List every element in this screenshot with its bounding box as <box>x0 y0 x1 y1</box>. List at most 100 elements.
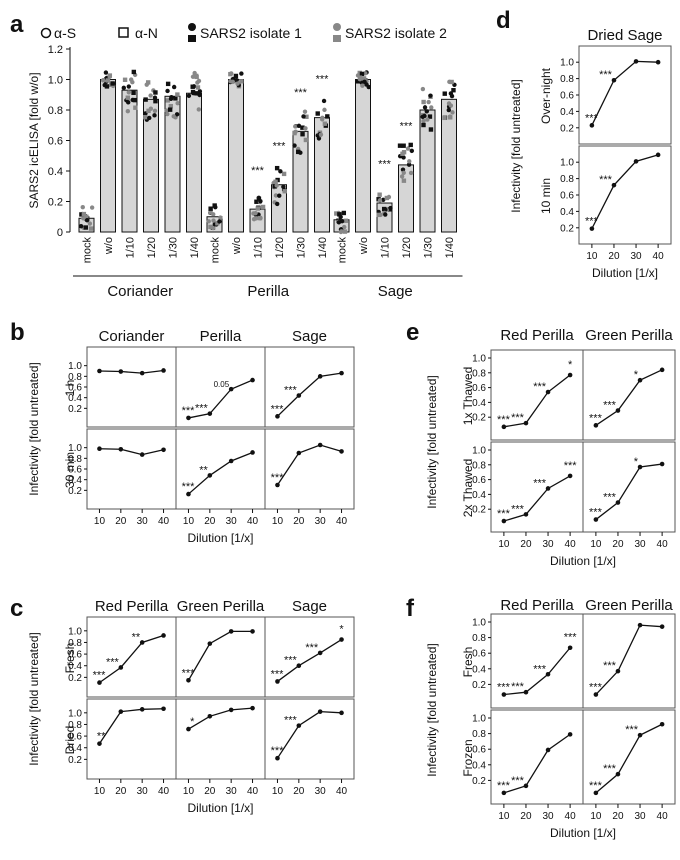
data-point-c <box>139 707 145 712</box>
replicate-point <box>175 101 180 106</box>
replicate-point <box>377 198 383 203</box>
replicate-point <box>191 90 196 96</box>
panel-label-f: f <box>406 595 415 622</box>
data-point-d <box>633 59 639 64</box>
replicate-point <box>334 211 339 216</box>
replicate-point <box>125 95 130 100</box>
data-point-d <box>655 152 661 158</box>
replicate-point <box>449 79 454 85</box>
x-tick-label-a: 1/30 <box>296 237 308 258</box>
significance-label-e: *** <box>603 492 617 504</box>
replicate-point <box>233 73 239 79</box>
x-tick-label-b: 40 <box>336 516 348 527</box>
replicate-point <box>428 127 434 132</box>
replicate-point <box>228 71 233 77</box>
data-point-c <box>161 706 166 712</box>
y-tick-label-c: 0.4 <box>68 661 82 672</box>
replicate-point <box>258 198 263 204</box>
replicate-point <box>448 103 454 108</box>
data-point-b <box>339 449 344 454</box>
y-tick-label-f: 0.4 <box>472 760 486 771</box>
legend-label-isolate1: SARS2 isolate 1 <box>200 25 302 41</box>
x-tick-label-c: 40 <box>158 786 170 797</box>
data-point-b <box>228 386 234 392</box>
replicate-point <box>80 204 85 210</box>
significance-label-c: *** <box>271 745 285 757</box>
subplot-frame-f <box>582 613 676 709</box>
x-tick-label-a: w/o <box>103 237 115 255</box>
replicate-point <box>239 71 244 76</box>
bar-coriander-1 <box>100 79 116 233</box>
significance-label-f: *** <box>497 682 511 694</box>
y-tick-label-d: 0.8 <box>560 174 574 185</box>
series-line-f <box>595 624 663 695</box>
y-tick-label-e: 0.6 <box>472 383 486 394</box>
series-line-e <box>503 475 571 522</box>
replicate-point <box>197 89 203 94</box>
replicate-point <box>357 70 362 76</box>
x-tick-label-e: 40 <box>565 539 577 550</box>
data-point-f <box>501 790 507 796</box>
significance-label-f: *** <box>511 681 525 693</box>
y-tick-label-d: 1.0 <box>560 158 574 169</box>
subplot-frame-f <box>582 709 676 805</box>
y-tick-label-b: 0.2 <box>68 404 82 415</box>
replicate-point <box>400 151 405 156</box>
x-tick-label-f: 10 <box>498 811 510 822</box>
significance-label-e: * <box>634 456 639 468</box>
replicate-point <box>126 90 131 95</box>
subplot-frame-b <box>264 428 355 510</box>
subplot-frame-c <box>264 616 355 698</box>
y-tick-label-e: 1.0 <box>472 446 486 457</box>
y-tick-label-f: 0.2 <box>472 776 486 787</box>
replicate-point <box>146 108 151 114</box>
replicate-point <box>125 109 131 114</box>
panel-b-line-charts: Coriander Perilla Sage 1 h 30 min Infectivity… <box>27 328 355 545</box>
replicate-point <box>421 118 426 124</box>
data-point-e <box>593 517 599 522</box>
series-line-d <box>591 60 659 126</box>
x-tick-label-e: 20 <box>520 539 532 550</box>
x-tick-label-a: 1/40 <box>444 237 456 258</box>
replicate-point <box>292 143 297 148</box>
replicate-point <box>213 204 218 210</box>
replicate-point <box>274 183 279 188</box>
panel-label-d: d <box>496 7 511 34</box>
replicate-point <box>339 218 345 224</box>
x-tick-label-c: 30 <box>137 786 149 797</box>
replicate-point <box>422 105 428 110</box>
series-line-b <box>99 369 164 374</box>
significance-label-d: *** <box>585 216 599 228</box>
significance-label-d: *** <box>599 174 613 186</box>
panel-label-b: b <box>10 319 25 346</box>
data-point-b <box>118 446 124 452</box>
data-point-f <box>545 747 551 753</box>
replicate-point <box>421 99 426 105</box>
data-point-e <box>567 372 573 378</box>
data-point-f <box>593 692 599 697</box>
replicate-point <box>192 70 197 76</box>
replicate-point <box>401 143 406 148</box>
legend-label-alpha-s: α-S <box>54 25 76 41</box>
data-point-d <box>633 159 639 164</box>
replicate-point <box>239 79 244 84</box>
x-tick-label-b: 40 <box>158 516 170 527</box>
replicate-point <box>360 83 365 88</box>
replicate-point <box>322 107 327 113</box>
data-point-b <box>161 368 166 373</box>
significance-label-b: *** <box>271 472 285 484</box>
y-tick-label-a: 0.4 <box>48 166 63 178</box>
significance-label-a: *** <box>378 159 392 171</box>
data-point-c <box>207 641 213 646</box>
y-tick-label-b: 1.0 <box>68 361 82 372</box>
replicate-point <box>257 215 263 221</box>
replicate-point <box>424 109 429 114</box>
replicate-point <box>173 96 178 101</box>
series-line-b <box>188 379 253 419</box>
significance-label-c: *** <box>271 668 285 680</box>
significance-label-b: *** <box>284 385 298 397</box>
replicate-point <box>420 114 425 120</box>
replicate-point <box>103 70 109 75</box>
significance-label-f: *** <box>497 780 511 792</box>
column-title-e: Red Perilla <box>500 327 574 344</box>
